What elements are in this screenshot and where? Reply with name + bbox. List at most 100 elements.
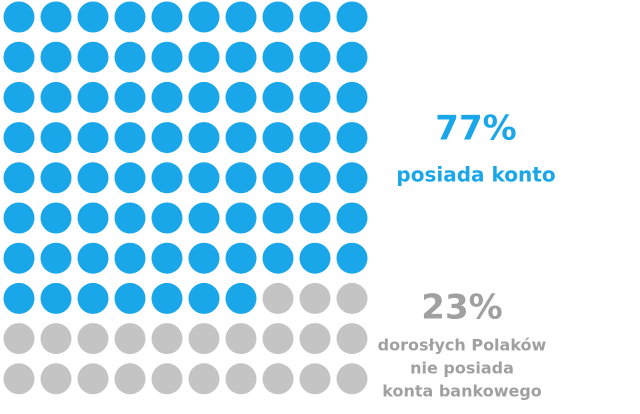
waffle-dot	[114, 81, 146, 113]
waffle-dot	[225, 162, 257, 194]
waffle-dot	[114, 363, 146, 395]
waffle-dot	[188, 162, 220, 194]
waffle-dot	[188, 202, 220, 234]
waffle-dot	[114, 323, 146, 355]
waffle-dot	[77, 363, 109, 395]
waffle-dot	[188, 122, 220, 154]
waffle-dot	[151, 81, 183, 113]
waffle-dot	[40, 202, 72, 234]
waffle-dot	[336, 242, 368, 274]
value-label: 77%	[435, 109, 516, 149]
waffle-dot	[3, 81, 35, 113]
waffle-dot	[40, 81, 72, 113]
waffle-dot	[114, 242, 146, 274]
waffle-dot	[114, 162, 146, 194]
waffle-dot	[336, 363, 368, 395]
waffle-dot	[262, 323, 294, 355]
waffle-dot	[151, 242, 183, 274]
waffle-dot	[299, 122, 331, 154]
waffle-dot	[299, 81, 331, 113]
waffle-dot	[3, 162, 35, 194]
waffle-dot	[77, 282, 109, 314]
waffle-dot	[262, 122, 294, 154]
waffle-dot	[225, 122, 257, 154]
waffle-dot	[3, 202, 35, 234]
waffle-dot	[225, 363, 257, 395]
waffle-dot	[299, 323, 331, 355]
waffle-dot	[151, 41, 183, 73]
waffle-dot	[336, 41, 368, 73]
waffle-dot	[114, 1, 146, 33]
waffle-dot	[40, 41, 72, 73]
waffle-dot	[188, 323, 220, 355]
category-label: konta bankowego	[382, 382, 542, 401]
waffle-dot	[336, 81, 368, 113]
waffle-dot	[262, 81, 294, 113]
waffle-dot	[299, 282, 331, 314]
waffle-dot	[225, 1, 257, 33]
waffle-dot	[225, 202, 257, 234]
waffle-dot	[40, 122, 72, 154]
waffle-dot	[77, 122, 109, 154]
waffle-dot	[262, 41, 294, 73]
waffle-dot	[336, 323, 368, 355]
waffle-dot	[77, 1, 109, 33]
waffle-dot	[262, 202, 294, 234]
waffle-dot	[262, 242, 294, 274]
waffle-dot	[225, 323, 257, 355]
waffle-dot	[299, 162, 331, 194]
waffle-dot	[114, 202, 146, 234]
waffle-dot	[3, 41, 35, 73]
waffle-dot	[151, 282, 183, 314]
waffle-dot	[77, 41, 109, 73]
waffle-dot	[225, 282, 257, 314]
waffle-dot	[3, 363, 35, 395]
waffle-dot	[188, 242, 220, 274]
waffle-dot	[336, 282, 368, 314]
waffle-dot	[188, 41, 220, 73]
waffle-dot	[3, 242, 35, 274]
waffle-dot	[151, 363, 183, 395]
waffle-dot	[3, 323, 35, 355]
waffle-dot	[225, 41, 257, 73]
waffle-dot	[40, 242, 72, 274]
waffle-dot	[151, 202, 183, 234]
category-label: posiada konto	[396, 163, 555, 187]
waffle-dot	[262, 282, 294, 314]
waffle-dot	[3, 1, 35, 33]
waffle-dot	[299, 202, 331, 234]
waffle-dot	[336, 202, 368, 234]
category-label: dorosłych Polaków	[378, 336, 547, 355]
waffle-dot	[3, 122, 35, 154]
waffle-dot	[151, 1, 183, 33]
waffle-dot	[299, 363, 331, 395]
waffle-dot	[114, 41, 146, 73]
waffle-dot	[188, 363, 220, 395]
waffle-dot	[114, 282, 146, 314]
waffle-dot	[77, 323, 109, 355]
waffle-dot	[77, 81, 109, 113]
category-label: nie posiada	[410, 359, 514, 378]
waffle-dot	[114, 122, 146, 154]
value-label: 23%	[421, 288, 502, 328]
waffle-dot	[188, 1, 220, 33]
waffle-dot	[262, 162, 294, 194]
waffle-dot	[151, 122, 183, 154]
waffle-dot	[299, 41, 331, 73]
waffle-dot	[336, 162, 368, 194]
waffle-dot	[188, 282, 220, 314]
waffle-dot	[40, 323, 72, 355]
waffle-dot	[77, 242, 109, 274]
waffle-dot	[40, 1, 72, 33]
waffle-dot	[77, 162, 109, 194]
waffle-dot	[151, 162, 183, 194]
waffle-dot	[225, 242, 257, 274]
waffle-dot	[3, 282, 35, 314]
waffle-dot	[262, 363, 294, 395]
waffle-dot	[40, 363, 72, 395]
waffle-dot	[40, 162, 72, 194]
waffle-dot	[299, 242, 331, 274]
waffle-dot	[336, 1, 368, 33]
waffle-dot	[77, 202, 109, 234]
